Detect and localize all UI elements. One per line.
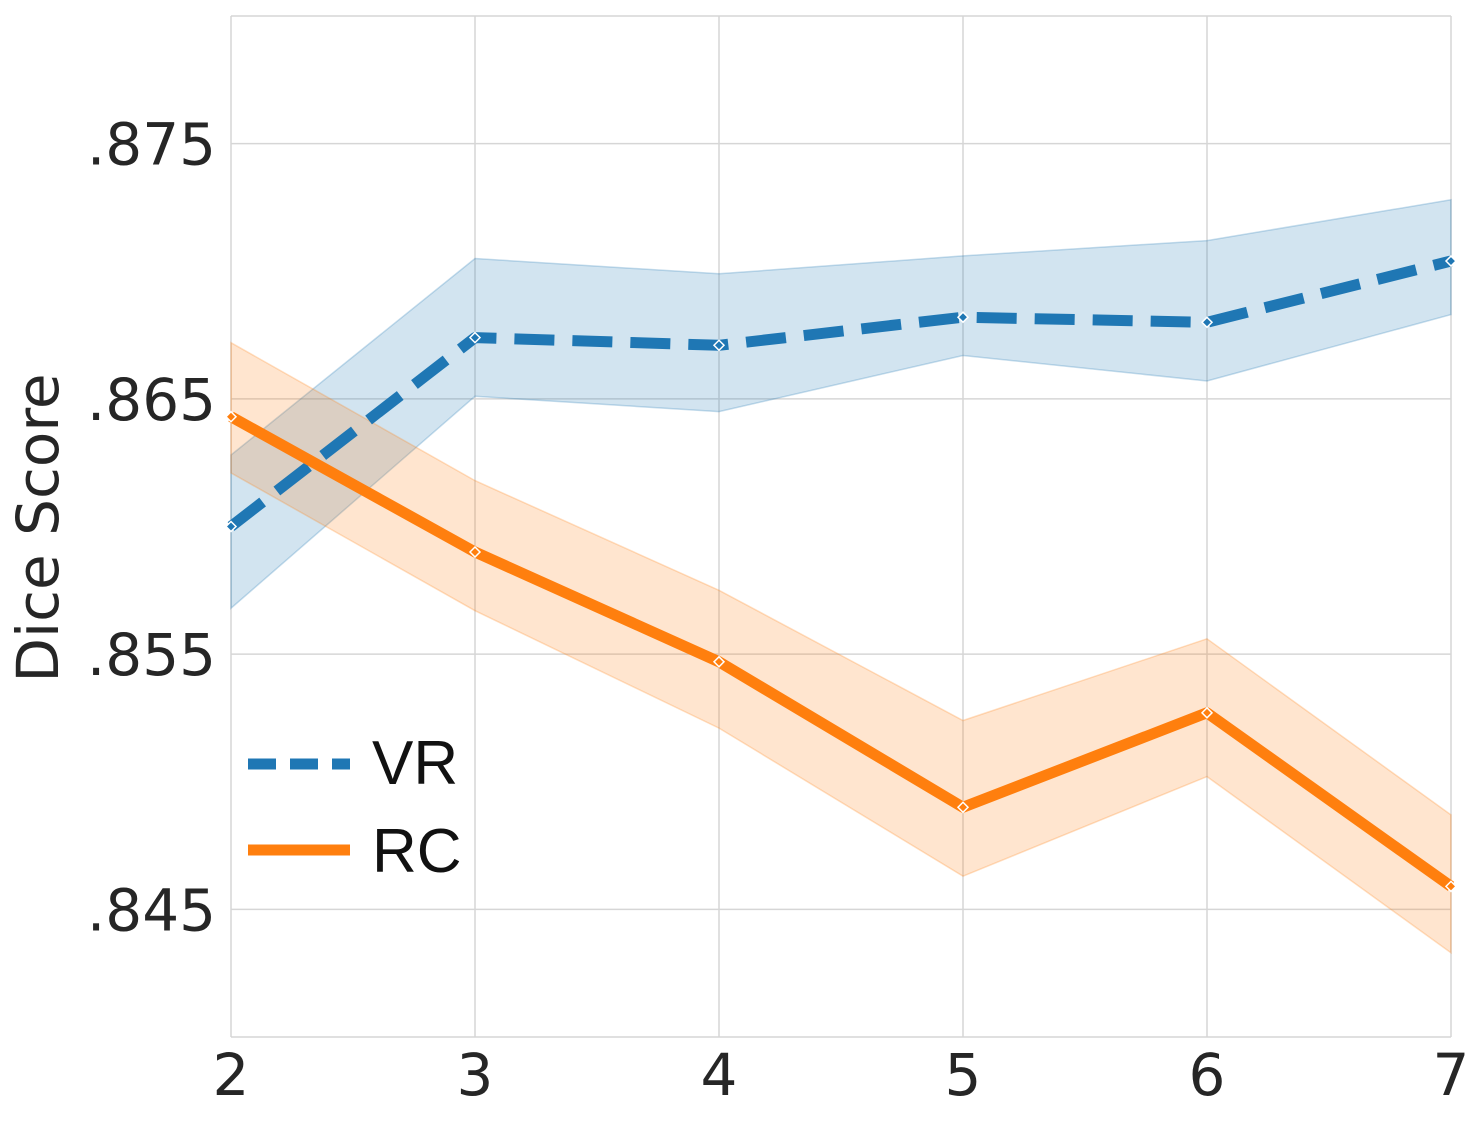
x-tick-label-2: 2 bbox=[213, 1041, 250, 1109]
point-rc-5 bbox=[956, 801, 970, 814]
x-tick-labels: 2 3 4 5 6 7 bbox=[213, 1041, 1470, 1109]
series-lines bbox=[227, 255, 1455, 891]
y-tick-label-.875: .875 bbox=[87, 111, 216, 179]
point-vr-2 bbox=[224, 520, 238, 533]
point-rc-7 bbox=[1444, 880, 1458, 893]
point-vr-6 bbox=[1200, 316, 1214, 329]
point-rc-4 bbox=[712, 655, 726, 668]
series-markers bbox=[224, 254, 1458, 893]
x-tick-label-5: 5 bbox=[945, 1041, 982, 1109]
band-rc bbox=[230, 341, 1452, 955]
point-vr-5 bbox=[956, 311, 970, 324]
y-tick-labels: .845 .855 .865 .875 bbox=[87, 111, 216, 945]
y-axis-title: Dice Score bbox=[4, 373, 72, 682]
line-vr bbox=[227, 255, 1453, 531]
y-tick-label-.845: .845 bbox=[87, 876, 216, 944]
y-tick-label-.865: .865 bbox=[87, 366, 216, 434]
point-rc-3 bbox=[468, 545, 482, 559]
x-tick-label-7: 7 bbox=[1433, 1041, 1470, 1109]
x-tick-label-6: 6 bbox=[1189, 1041, 1226, 1109]
line-rc bbox=[228, 411, 1455, 891]
legend-label-vr: VR bbox=[372, 729, 458, 798]
point-rc-6 bbox=[1200, 706, 1214, 719]
grid bbox=[230, 15, 1452, 1038]
confidence-bands bbox=[230, 198, 1452, 955]
legend-label-rc: RC bbox=[372, 817, 462, 886]
x-tick-label-4: 4 bbox=[701, 1041, 738, 1109]
point-vr-3 bbox=[468, 331, 482, 344]
legend: VR RC bbox=[248, 729, 462, 886]
point-vr-4 bbox=[712, 339, 726, 352]
x-tick-label-3: 3 bbox=[457, 1041, 494, 1109]
band-vr bbox=[230, 198, 1452, 610]
point-vr-7 bbox=[1444, 254, 1458, 268]
y-tick-label-.855: .855 bbox=[87, 621, 216, 689]
point-rc-2 bbox=[224, 410, 238, 423]
